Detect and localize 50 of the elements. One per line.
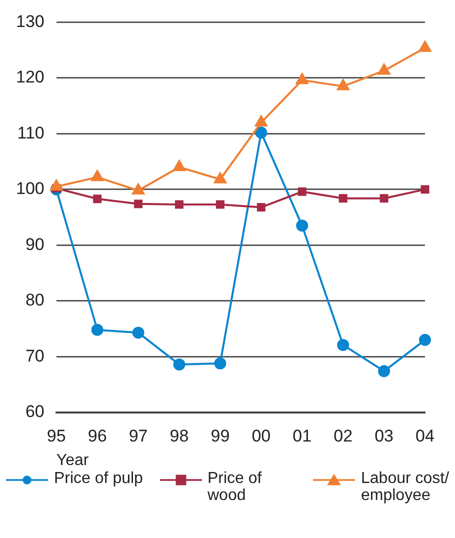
point [90, 169, 104, 182]
point [254, 114, 268, 127]
x-tick-label: 01 [292, 426, 312, 446]
x-tick-label: 95 [46, 426, 66, 446]
point [256, 203, 266, 212]
point [420, 185, 430, 194]
point [132, 326, 144, 339]
x-tick-label: 96 [88, 426, 107, 446]
y-tick-label: 70 [25, 346, 44, 366]
point [93, 194, 102, 204]
point [214, 357, 226, 370]
point [49, 178, 64, 191]
y-tick-label: 130 [16, 12, 44, 31]
point [380, 194, 388, 203]
point [131, 182, 146, 195]
x-tick-label: 98 [170, 426, 189, 446]
point [377, 62, 391, 75]
point [172, 159, 186, 172]
x-tick-label: 99 [210, 426, 230, 446]
y-tick-label: 120 [16, 68, 44, 87]
point [337, 338, 350, 351]
point [216, 200, 224, 209]
y-tick-label: 90 [25, 234, 44, 254]
legend-label: Labour cost/ employee [361, 470, 450, 504]
point [378, 365, 390, 378]
legend-label: Price of wood [208, 470, 263, 504]
point [296, 220, 308, 232]
y-tick-label: 60 [25, 402, 44, 422]
y-tick-label: 80 [25, 290, 44, 310]
y-tick-label: 100 [16, 179, 44, 198]
y-tick-label: 110 [17, 123, 44, 142]
point [295, 72, 310, 84]
point [134, 200, 143, 208]
point [255, 126, 268, 139]
point [91, 324, 104, 336]
x-tick-label: 03 [374, 426, 394, 446]
point [298, 187, 306, 196]
legend-label: Price of pulp [54, 470, 144, 487]
x-tick-label: 04 [416, 426, 434, 446]
x-axis-title: Year [56, 452, 90, 469]
point [175, 200, 184, 209]
point [173, 358, 186, 370]
point [419, 334, 431, 346]
point [213, 171, 228, 184]
x-tick-label: 02 [334, 426, 353, 446]
point [336, 78, 350, 90]
x-tick-label: 00 [252, 426, 271, 446]
point [338, 194, 348, 203]
point [418, 40, 432, 52]
x-tick-label: 97 [128, 426, 148, 446]
